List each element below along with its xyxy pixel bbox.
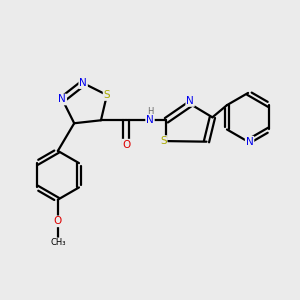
Text: N: N (58, 94, 66, 104)
Text: S: S (103, 90, 110, 100)
Text: O: O (54, 216, 62, 226)
Text: O: O (122, 140, 130, 150)
Text: H: H (147, 107, 153, 116)
Text: N: N (186, 96, 194, 106)
Text: N: N (146, 115, 154, 125)
Text: N: N (246, 137, 254, 147)
Text: N: N (79, 78, 87, 88)
Text: S: S (160, 136, 167, 146)
Text: CH₃: CH₃ (50, 238, 66, 247)
